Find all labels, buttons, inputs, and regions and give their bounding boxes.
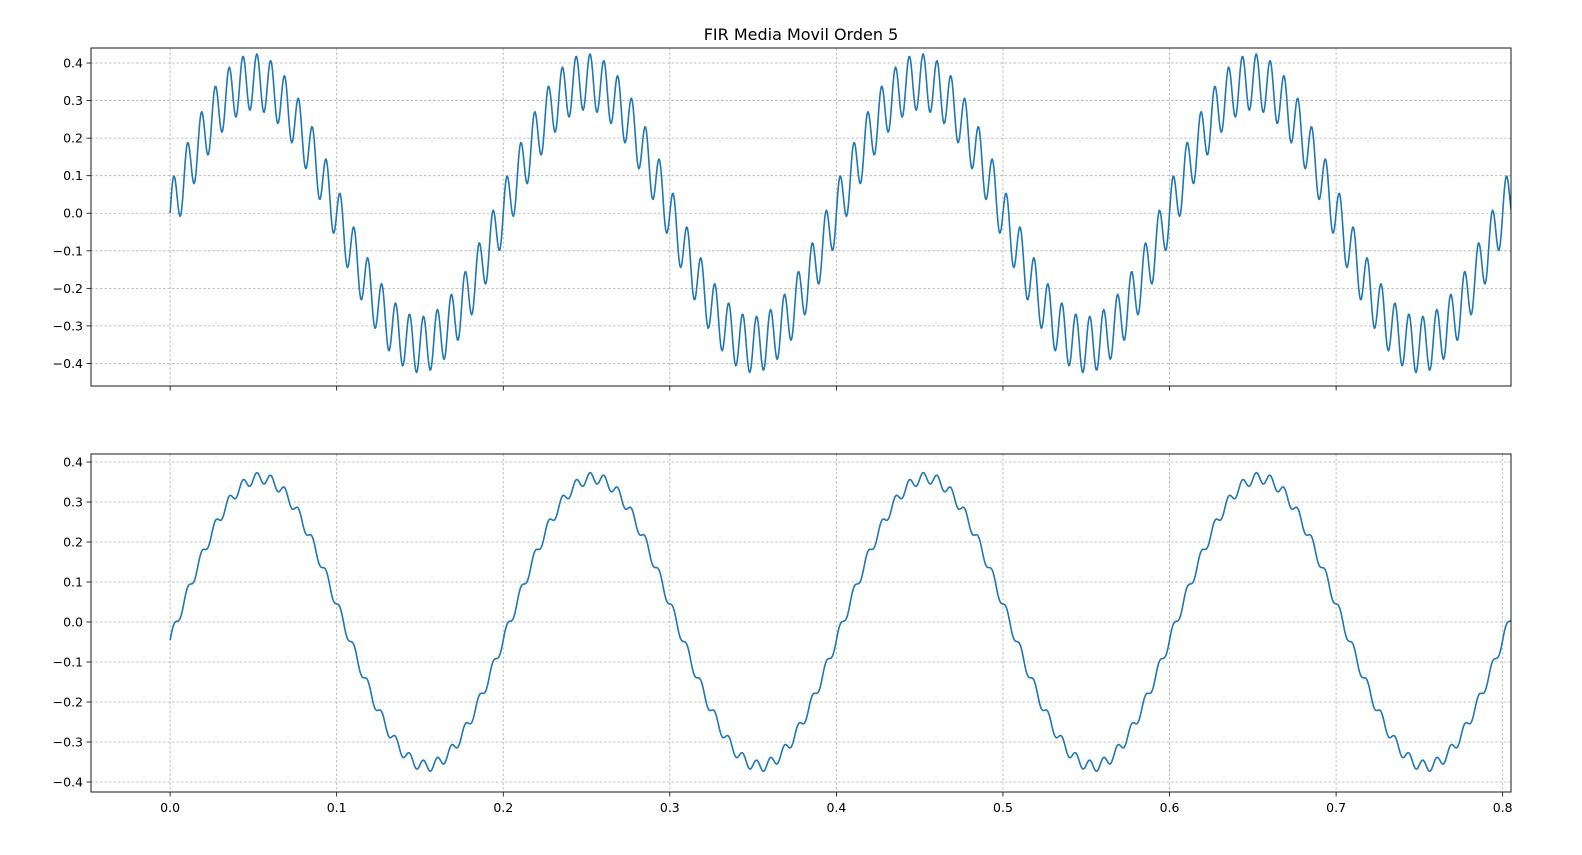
- y-tick-label: −0.1: [53, 243, 83, 258]
- signal-line: [169, 53, 1511, 374]
- y-tick-label: 0.4: [63, 56, 83, 71]
- y-tick-label: 0.4: [63, 455, 83, 470]
- y-tick-label: 0.0: [63, 615, 83, 630]
- y-tick-label: −0.3: [53, 318, 83, 333]
- y-tick-label: −0.4: [53, 775, 83, 790]
- chart-title: FIR Media Movil Orden 5: [704, 25, 899, 44]
- x-tick-label: 0.0: [160, 800, 180, 815]
- x-tick-label: 0.6: [1160, 800, 1180, 815]
- y-tick-label: 0.3: [63, 93, 83, 108]
- y-tick-label: 0.0: [63, 206, 83, 221]
- y-tick-label: 0.3: [63, 495, 83, 510]
- bottom-subplot: 0.0 0.1 0.2 0.3 0.4 0.5 0.6 0.7 0.8 0.4 0.3 0.2 0.1 0…: [53, 453, 1513, 815]
- x-tick-label: 0.4: [826, 800, 846, 815]
- top-subplot: 0.4 0.3 0.2 0.1 0.0 −0.1 −0.2 −0.3 −0.4: [53, 47, 1512, 391]
- x-tick-label: 0.5: [993, 800, 1013, 815]
- y-tick-label: 0.1: [63, 168, 83, 183]
- signal-line: [169, 471, 1511, 773]
- y-tick-label: −0.4: [53, 356, 83, 371]
- axes-frame: [90, 453, 1512, 793]
- y-tick-label: 0.2: [63, 535, 83, 550]
- axes-frame: [90, 47, 1512, 387]
- x-tick-label: 0.8: [1493, 800, 1513, 815]
- x-tick-label: 0.7: [1326, 800, 1346, 815]
- y-tick-label: 0.2: [63, 131, 83, 146]
- y-tick-label: −0.2: [53, 281, 83, 296]
- x-tick-label: 0.3: [660, 800, 680, 815]
- y-tick-label: 0.1: [63, 575, 83, 590]
- x-tick-label: 0.1: [327, 800, 347, 815]
- y-tick-label: −0.1: [53, 655, 83, 670]
- y-tick-label: −0.2: [53, 695, 83, 710]
- y-tick-label: −0.3: [53, 735, 83, 750]
- x-tick-label: 0.2: [493, 800, 513, 815]
